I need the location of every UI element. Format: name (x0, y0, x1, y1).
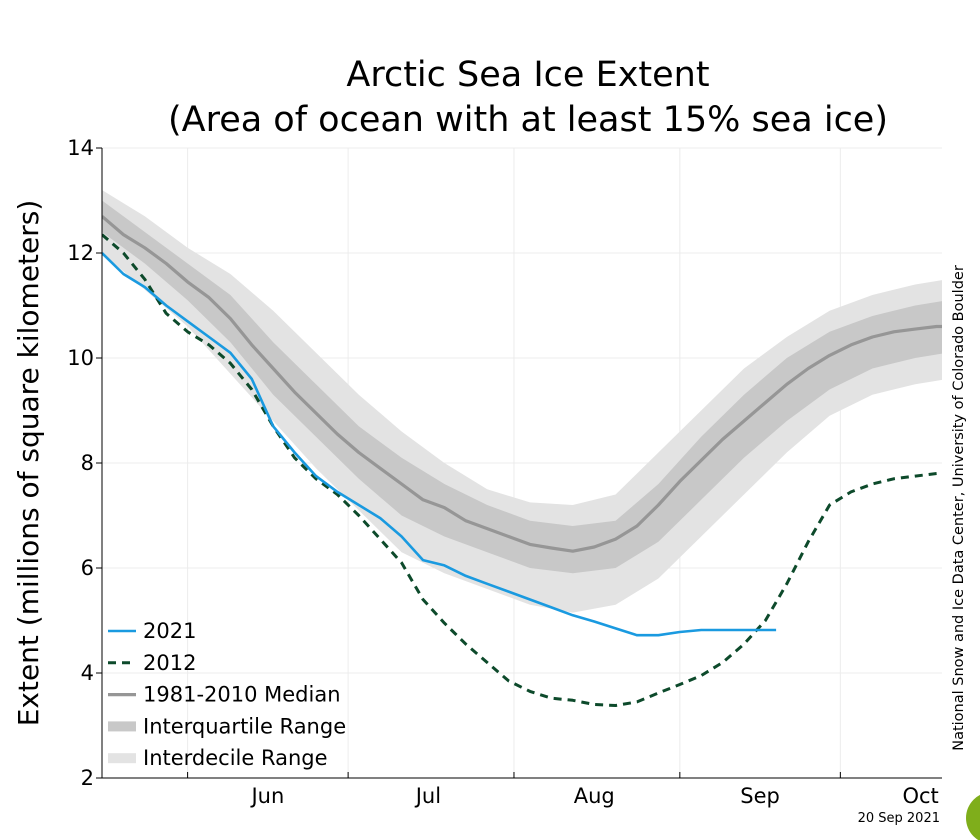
legend-interdecile-swatch (108, 753, 136, 764)
legend-interquartile-swatch (108, 721, 136, 732)
date-stamp: 20 Sep 2021 (858, 811, 940, 826)
legend-2012-label: 2012 (143, 651, 196, 675)
nsidc-logo-icon (966, 794, 980, 840)
series-2021-line (102, 252, 777, 637)
chart-subtitle: (Area of ocean with at least 15% sea ice… (168, 100, 888, 140)
y-tick-label: 2 (81, 766, 94, 790)
chart-title: Arctic Sea Ice Extent (346, 55, 709, 95)
interquartile-band (102, 200, 942, 574)
y-tick-label: 10 (67, 346, 94, 370)
x-tick-label: Sep (740, 784, 780, 808)
x-tick-label: Jul (414, 784, 441, 808)
x-tick-label: Aug (574, 784, 615, 808)
y-tick-label: 14 (67, 136, 94, 160)
y-tick-label: 4 (81, 661, 94, 685)
legend-interquartile-label: Interquartile Range (143, 714, 346, 738)
x-tick-label: Jun (249, 784, 284, 808)
legend-2021-label: 2021 (143, 619, 196, 643)
credit-text: National Snow and Ice Data Center, Unive… (951, 265, 967, 751)
y-tick-label: 6 (81, 556, 94, 580)
plot-area: 2 4 6 8 10 12 14 Jun Jul Aug Sep Oct 2021 2012 1981-20… (67, 136, 942, 808)
legend-median-label: 1981-2010 Median (143, 683, 341, 707)
x-tick-label: Oct (902, 784, 938, 808)
y-tick-label: 8 (81, 451, 94, 475)
median-line (102, 215, 942, 553)
legend-interdecile-label: Interdecile Range (143, 746, 328, 770)
y-tick-label: 12 (67, 241, 94, 265)
y-axis-label: Extent (millions of square kilometers) (12, 200, 45, 727)
series-2012-line (102, 233, 942, 707)
